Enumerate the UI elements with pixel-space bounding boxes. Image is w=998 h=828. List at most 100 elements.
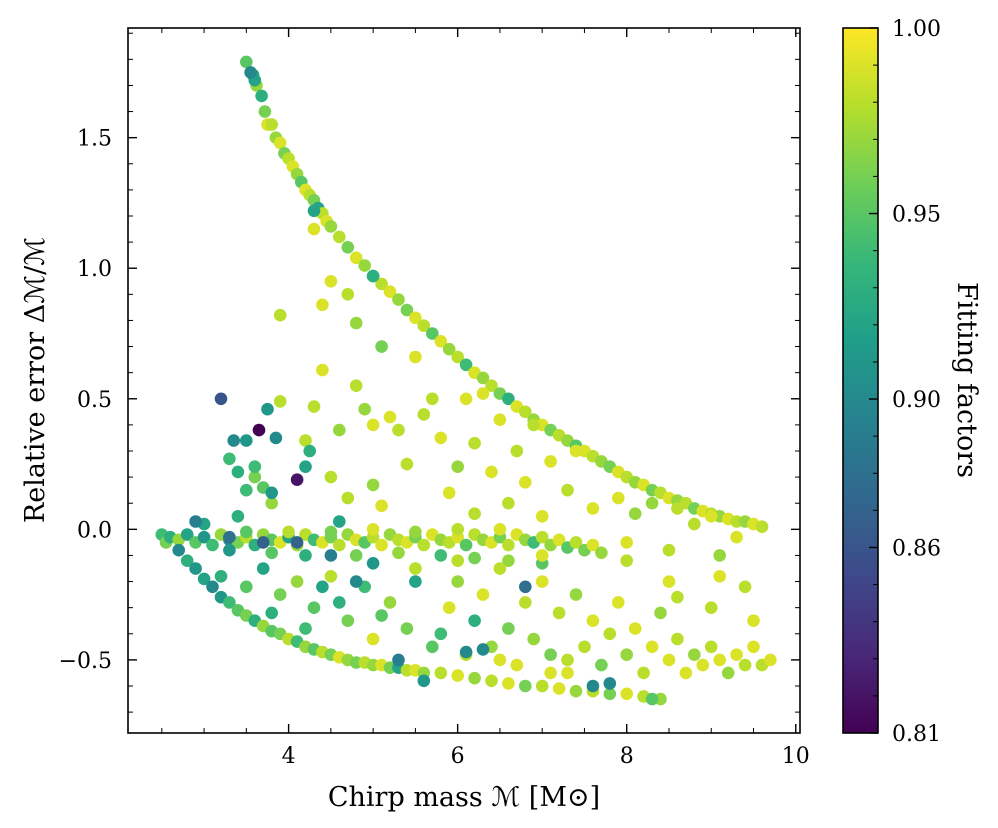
plot-background (128, 28, 800, 733)
data-point (189, 515, 202, 528)
data-point (341, 241, 355, 254)
data-point (265, 606, 279, 620)
data-point (324, 220, 338, 233)
data-point (299, 549, 312, 562)
data-point (493, 413, 507, 427)
data-point (485, 674, 498, 688)
data-point (468, 614, 481, 627)
data-point (426, 640, 439, 654)
data-point (476, 643, 490, 656)
data-point (223, 596, 236, 609)
data-point (747, 614, 760, 627)
data-point (409, 350, 422, 364)
data-point (375, 499, 388, 513)
data-point (273, 588, 287, 601)
data-point (290, 575, 304, 588)
data-point (392, 423, 405, 437)
data-point (738, 658, 752, 672)
data-point (476, 387, 490, 400)
y-axis: −0.5 0.0 0.5 1.0 1.5 (59, 32, 800, 713)
data-point (561, 666, 574, 680)
data-point (358, 259, 372, 272)
data-point (569, 444, 583, 458)
data-point (535, 530, 549, 544)
data-point (442, 342, 456, 356)
data-point (392, 293, 405, 306)
data-point (493, 523, 507, 536)
data-point (628, 622, 642, 635)
data-point (383, 285, 397, 299)
data-point (578, 640, 591, 654)
data-point (671, 632, 684, 646)
data-point (612, 491, 625, 505)
data-point (485, 465, 498, 479)
data-point (764, 653, 777, 667)
data-point (409, 575, 422, 588)
data-point (240, 55, 253, 69)
data-point (679, 666, 693, 680)
data-point (476, 371, 490, 385)
data-point (527, 632, 540, 646)
data-point (459, 645, 473, 659)
data-point (349, 575, 363, 588)
data-point (468, 507, 481, 520)
data-point (502, 554, 515, 567)
data-point (451, 460, 465, 474)
data-point (366, 418, 380, 432)
data-point (442, 486, 456, 500)
data-point (704, 640, 718, 654)
data-point (451, 350, 465, 364)
data-point (569, 588, 583, 601)
data-point (755, 520, 769, 533)
data-point (341, 614, 355, 627)
data-point (290, 473, 304, 487)
data-point (299, 460, 312, 474)
data-point (426, 392, 439, 406)
data-point (197, 572, 211, 586)
data-point (671, 502, 684, 515)
data-point (206, 538, 219, 552)
data-point (349, 549, 363, 562)
data-point (273, 395, 287, 408)
data-point (502, 538, 515, 552)
data-point (612, 596, 625, 609)
data-point (713, 570, 726, 583)
data-point (552, 606, 566, 620)
x-axis-title: Chirp mass ℳ [M⊙] (328, 782, 600, 813)
data-point (231, 510, 245, 523)
data-point (392, 653, 405, 667)
data-point (645, 640, 659, 654)
x-tick-label: 10 (782, 744, 810, 769)
data-point (434, 335, 448, 348)
data-point (307, 400, 321, 413)
y-tick-label: 0.5 (77, 388, 112, 413)
data-point (214, 392, 228, 406)
data-point (637, 666, 650, 680)
data-point (265, 496, 279, 510)
y-tick-label: 1.0 (77, 257, 112, 282)
data-point (307, 204, 321, 218)
data-points (155, 55, 777, 706)
data-point (189, 562, 202, 575)
data-point (366, 523, 380, 536)
data-point (603, 687, 617, 701)
colorbar-frame (842, 27, 879, 734)
data-point (747, 640, 760, 654)
data-point (316, 298, 329, 312)
data-point (704, 601, 718, 614)
data-point (434, 666, 448, 680)
data-point (688, 517, 701, 531)
data-point (620, 536, 633, 549)
data-point (442, 601, 456, 614)
data-point (459, 358, 473, 372)
data-point (366, 269, 380, 283)
data-point (459, 392, 473, 406)
data-point (197, 530, 211, 544)
data-point (214, 570, 228, 583)
data-point (510, 658, 524, 672)
data-point (290, 536, 304, 549)
data-point (223, 543, 236, 557)
data-point (544, 666, 557, 680)
data-point (282, 525, 295, 539)
